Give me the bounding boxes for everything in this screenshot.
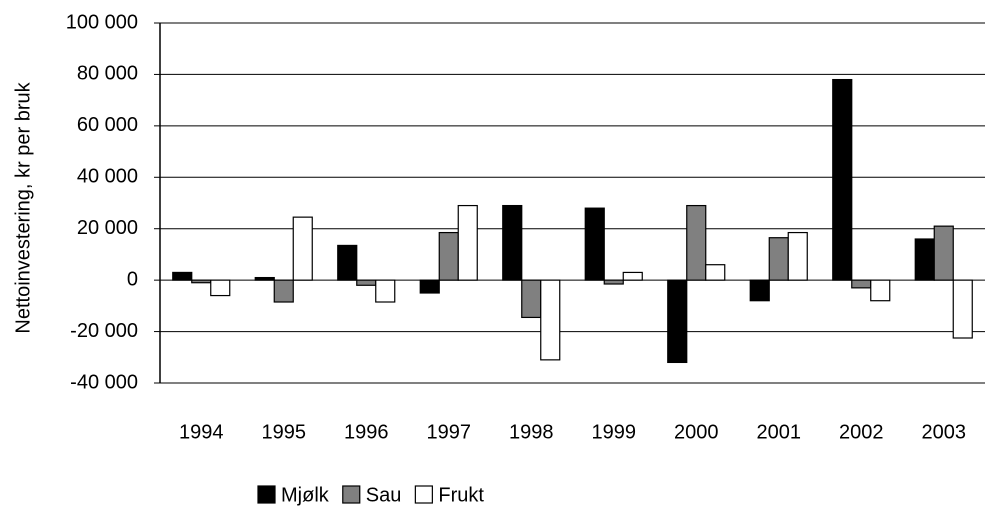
legend-label: Sau (366, 484, 402, 506)
y-tick-label: 40 000 (77, 166, 138, 188)
y-tick-label: 100 000 (66, 11, 138, 33)
bar (933, 225, 954, 281)
x-tick-label: 1996 (344, 421, 389, 443)
y-tick-label: 60 000 (77, 114, 138, 136)
legend-swatch (257, 485, 276, 504)
x-tick-label: 2002 (839, 421, 884, 443)
y-tick-label: 20 000 (77, 217, 138, 239)
bar (337, 244, 358, 281)
bar (419, 279, 440, 294)
bar (832, 78, 853, 281)
x-tick-label: 1995 (262, 421, 307, 443)
bar (749, 279, 770, 302)
x-tick-label: 2000 (674, 421, 719, 443)
bar (438, 231, 459, 281)
legend-label: Mjølk (281, 484, 330, 506)
bar (603, 279, 624, 285)
bar (622, 271, 643, 281)
bar (521, 279, 542, 319)
bar (254, 276, 275, 281)
x-tick-label: 1997 (427, 421, 472, 443)
bar (356, 279, 377, 286)
bar (870, 279, 891, 302)
y-tick-label: -40 000 (70, 371, 138, 393)
y-tick-label: -20 000 (70, 320, 138, 342)
x-tick-label: 1999 (592, 421, 637, 443)
x-tick-label: 2001 (757, 421, 802, 443)
bar (667, 279, 688, 364)
bar (292, 216, 313, 281)
bar (686, 204, 707, 281)
bar (952, 279, 973, 339)
legend-label: Frukt (438, 484, 484, 506)
bar (273, 279, 294, 303)
legend-swatch (342, 485, 361, 504)
bar (851, 279, 872, 289)
bar (768, 237, 789, 281)
legend-swatch (414, 485, 433, 504)
x-tick-label: 1994 (179, 421, 224, 443)
y-axis-label: Nettoinvestering, kr per bruk (12, 81, 34, 333)
bar (457, 204, 478, 281)
bar (540, 279, 561, 361)
bar (375, 279, 396, 303)
x-tick-label: 1998 (509, 421, 554, 443)
bar (584, 207, 605, 281)
bar (705, 264, 726, 281)
y-tick-label: 0 (127, 268, 138, 290)
bar (210, 279, 231, 297)
x-tick-label: 2003 (922, 421, 967, 443)
bar (191, 279, 212, 284)
bar (787, 231, 808, 281)
bar (502, 204, 523, 281)
bar (172, 271, 193, 281)
bar (914, 238, 935, 281)
y-tick-label: 80 000 (77, 63, 138, 85)
